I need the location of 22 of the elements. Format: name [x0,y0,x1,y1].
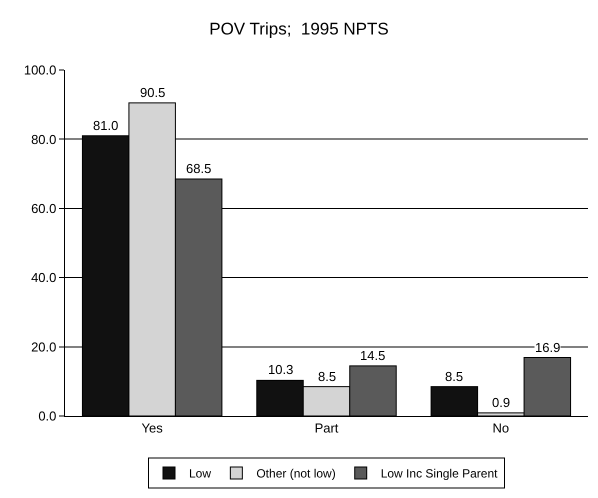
y-tick-label: 80.0 [31,132,56,147]
y-tick-label: 40.0 [31,270,56,286]
x-tick-label: Part [314,420,339,436]
chart-title: POV Trips; 1995 NPTS [209,19,389,38]
data-label: 81.0 [93,118,118,133]
x-tick-label: No [492,420,510,436]
data-label: 90.5 [140,85,166,100]
data-label: 68.5 [186,161,212,176]
y-tick-label: 20.0 [31,339,56,354]
y-tick-label: 100.0 [24,62,56,78]
y-tick-label: 0.0 [38,408,56,424]
data-label: 10.3 [268,362,294,377]
legend-label: Low Inc Single Parent [380,466,498,481]
data-label: 0.9 [492,395,510,410]
x-tick-label: Yes [142,420,164,436]
data-label: 16.9 [535,340,560,355]
data-label: 8.5 [445,369,464,384]
legend-label: Other (not low) [256,466,336,481]
data-label: 8.5 [318,369,336,384]
data-label: 14.5 [360,348,386,363]
y-tick-label: 60.0 [31,200,56,216]
legend-label: Low [189,466,212,481]
